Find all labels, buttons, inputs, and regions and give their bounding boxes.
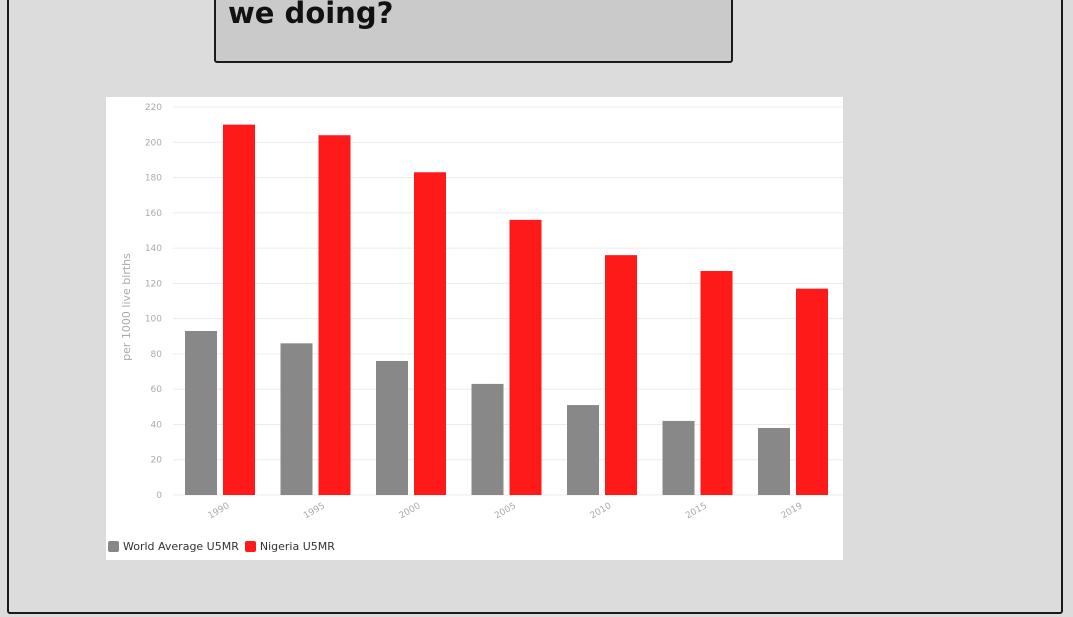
bar-world-2010[interactable] [567, 405, 599, 495]
bar-nigeria-1990[interactable] [223, 124, 255, 496]
bar-world-1990[interactable] [185, 330, 217, 495]
chart-panel: 0 20 40 60 80 100 120 140 160 180 200 220 1990 1995 2… [106, 97, 843, 560]
y-axis-label: per 1000 live births [120, 253, 133, 361]
y-tick-label: 0 [156, 491, 162, 501]
y-tick-label: 60 [151, 385, 163, 395]
legend-swatch-world [108, 541, 119, 552]
x-tick-label: 2010 [589, 501, 614, 521]
y-tick-label: 160 [145, 209, 162, 219]
bar-world-2000[interactable] [376, 360, 408, 495]
x-tick-label: 2019 [780, 501, 805, 521]
bar-world-1995[interactable] [280, 343, 313, 495]
bar-chart: 0 20 40 60 80 100 120 140 160 180 200 220 1990 1995 2… [120, 103, 843, 521]
x-tick-label: 1995 [302, 501, 327, 521]
bar-world-2019[interactable] [758, 427, 790, 495]
y-tick-label: 200 [145, 138, 162, 148]
y-tick-label: 40 [151, 420, 163, 430]
bar-world-2005[interactable] [471, 383, 504, 495]
y-tick-label: 220 [145, 103, 162, 113]
y-tick-label: 20 [151, 456, 163, 466]
x-tick-labels: 1990 1995 2000 2005 2010 2015 2019 [207, 501, 805, 521]
bar-world-2015[interactable] [662, 420, 695, 495]
x-tick-label: 1990 [207, 501, 232, 521]
slide-frame [7, 0, 1063, 614]
bar-nigeria-2019[interactable] [796, 288, 828, 495]
y-tick-label: 100 [145, 315, 162, 325]
x-tick-label: 2005 [493, 501, 518, 521]
legend-label-nigeria: Nigeria U5MR [259, 540, 335, 553]
bar-nigeria-2010[interactable] [605, 255, 637, 495]
legend-swatch-nigeria [244, 541, 256, 552]
bar-nigeria-2000[interactable] [414, 172, 446, 495]
legend-label-world: World Average U5MR [123, 540, 239, 553]
y-tick-label: 140 [145, 244, 162, 254]
bar-nigeria-1995[interactable] [318, 135, 351, 495]
bars [185, 124, 828, 496]
y-tick-label: 120 [145, 279, 162, 289]
y-tick-label: 80 [151, 350, 163, 360]
legend-item-nigeria[interactable]: Nigeria U5MR [244, 540, 335, 553]
y-tick-label: 180 [145, 174, 162, 184]
slide-title: we doing? [228, 0, 394, 30]
bar-nigeria-2005[interactable] [509, 219, 542, 495]
legend: World Average U5MR Nigeria U5MR [108, 540, 341, 553]
x-tick-label: 2000 [398, 501, 423, 521]
legend-item-world[interactable]: World Average U5MR [108, 540, 239, 553]
bar-nigeria-2015[interactable] [700, 271, 733, 495]
grid-lines [173, 106, 843, 496]
y-tick-labels: 0 20 40 60 80 100 120 140 160 180 200 220 [145, 103, 162, 501]
x-tick-label: 2015 [684, 501, 709, 521]
title-box: we doing? [214, 0, 733, 63]
